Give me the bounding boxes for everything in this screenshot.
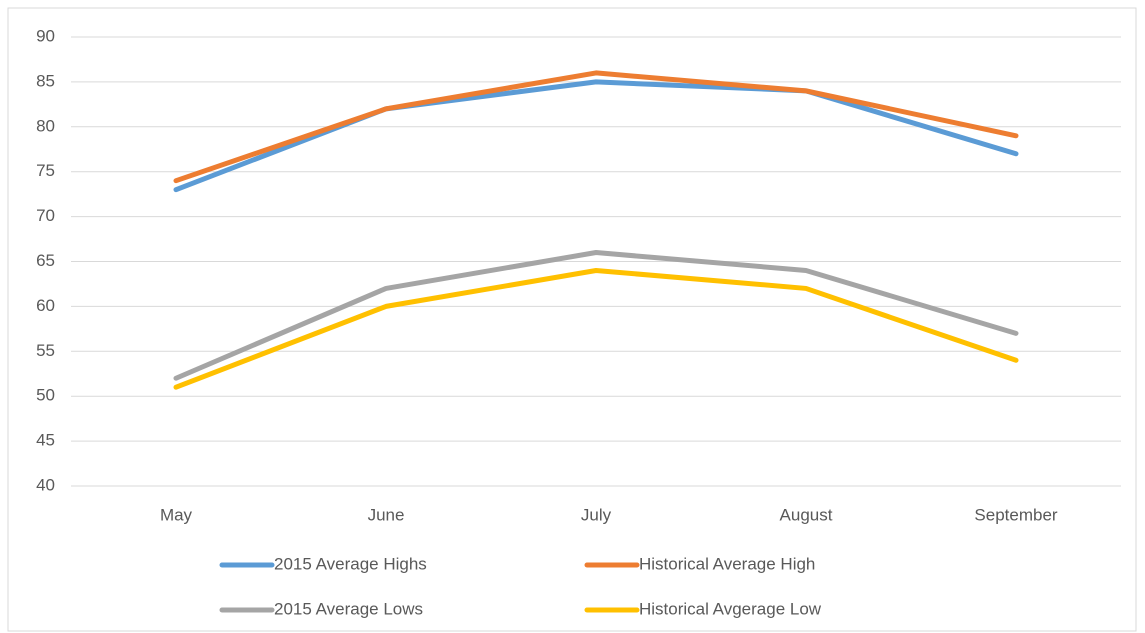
y-tick-label: 65 (36, 251, 55, 270)
y-tick-label: 55 (36, 341, 55, 360)
series-line (173, 70, 1019, 184)
y-tick-label: 75 (36, 161, 55, 180)
legend-label: Historical Average High (639, 554, 815, 573)
y-tick-label: 80 (36, 116, 55, 135)
y-tick-label: 50 (36, 386, 55, 405)
y-tick-label: 70 (36, 206, 55, 225)
y-tick-label: 45 (36, 431, 55, 450)
legend-label: 2015 Average Lows (274, 599, 423, 618)
y-tick-label: 85 (36, 71, 55, 90)
y-tick-label: 40 (36, 475, 55, 494)
x-tick-label: September (974, 505, 1057, 524)
legend-label: 2015 Average Highs (274, 554, 427, 573)
x-tick-label: July (581, 505, 612, 524)
legend-label: Historical Avgerage Low (639, 599, 822, 618)
x-tick-label: June (368, 505, 405, 524)
x-tick-label: May (160, 505, 193, 524)
y-tick-label: 90 (36, 26, 55, 45)
chart-border (7, 7, 1137, 632)
series-line (173, 250, 1019, 381)
series-line (173, 79, 1019, 193)
x-tick-label: August (780, 505, 833, 524)
series-line (173, 267, 1019, 390)
y-tick-label: 60 (36, 296, 55, 315)
